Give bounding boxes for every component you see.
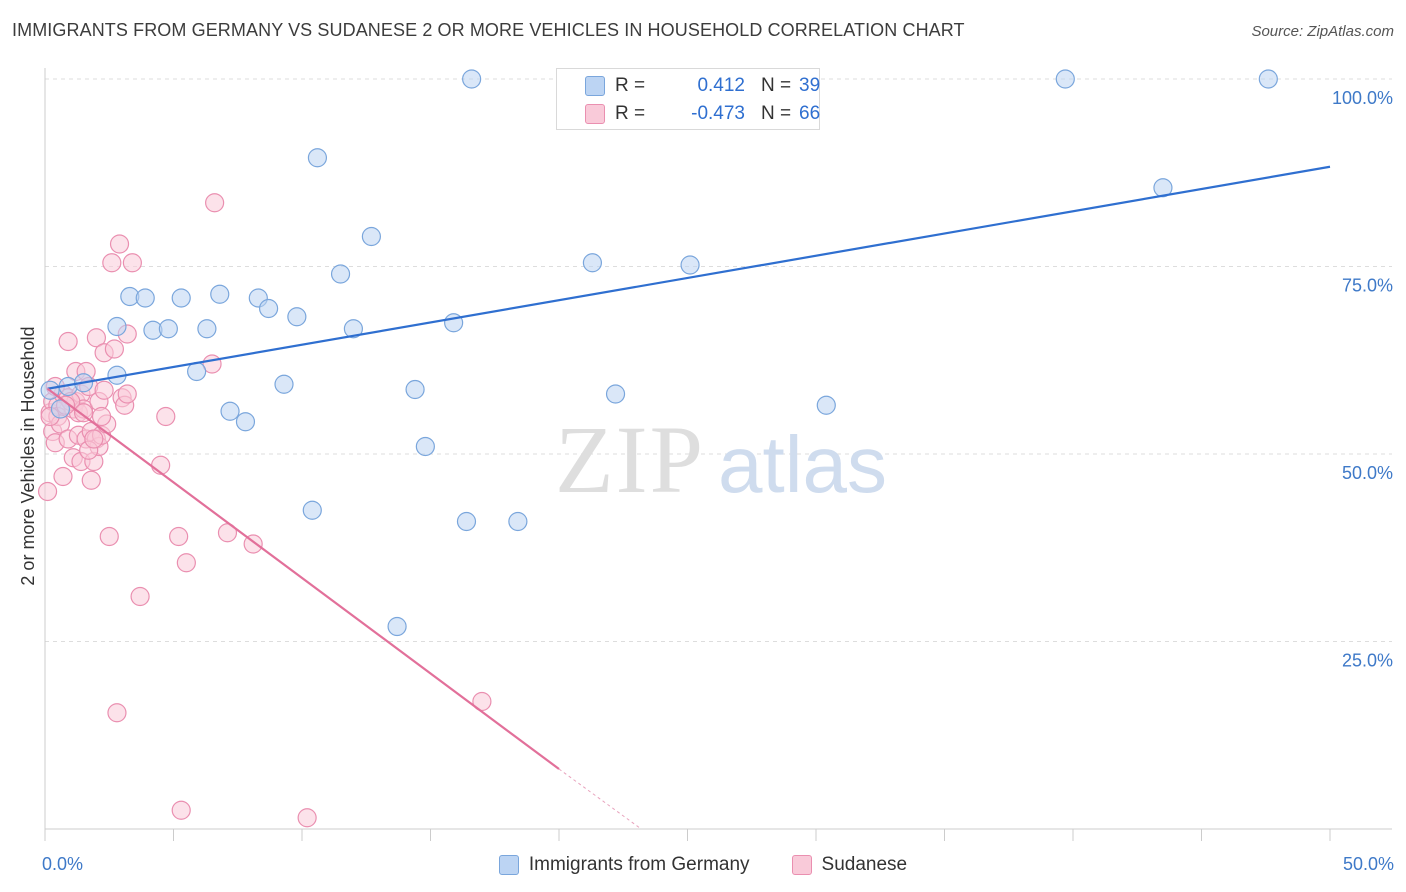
germany-point [330, 264, 351, 284]
germany-point [456, 511, 477, 532]
sudanese-point [130, 586, 150, 607]
germany-point [680, 255, 700, 275]
y-tick-label: 75.0% [1342, 276, 1393, 296]
germany-point [210, 284, 230, 304]
r-label: R = [615, 75, 646, 96]
germany-point [258, 298, 279, 319]
watermark-atlas: atlas [718, 420, 887, 509]
grid-lines [45, 78, 1392, 642]
sudanese-point [58, 331, 78, 352]
germany-trend-line [47, 165, 1331, 390]
n-label: N = [761, 75, 792, 96]
sudanese-point [37, 481, 58, 502]
germany-r-value: 0.412 [697, 75, 745, 96]
sudanese-point [205, 193, 225, 213]
sudanese-trend-extension [558, 768, 642, 830]
germany-point [361, 226, 381, 247]
sudanese-point [297, 808, 317, 828]
germany-point [287, 307, 307, 327]
sudanese-n-value: 66 [799, 103, 821, 124]
germany-point [307, 148, 328, 168]
sudanese-point [156, 406, 176, 427]
germany-point [220, 401, 240, 421]
sudanese-point [102, 253, 122, 273]
germany-point [158, 319, 178, 339]
n-label: N = [761, 103, 792, 124]
sudanese-swatch [585, 104, 605, 124]
r-label: R = [615, 103, 646, 124]
legend-item-sudanese[interactable]: Sudanese [791, 854, 908, 876]
trend-lines [46, 165, 1331, 830]
watermark: ZIP atlas [555, 406, 887, 513]
sudanese-point [81, 470, 101, 490]
y-tick-label: 25.0% [1342, 651, 1393, 671]
germany-swatch [585, 76, 605, 96]
germany-point [302, 500, 322, 520]
germany-point [415, 436, 435, 457]
germany-point [197, 319, 217, 339]
sudanese-point [99, 526, 119, 547]
germany-point [50, 399, 71, 419]
germany-point [462, 69, 482, 89]
germany-point [605, 384, 626, 404]
germany-n-value: 39 [799, 75, 821, 96]
sudanese-point [169, 526, 189, 547]
axes [44, 68, 1392, 841]
sudanese-point [117, 384, 137, 404]
stats-legend-box: R = 0.412 N = 39 R = -0.473 N = 66 [556, 68, 820, 130]
x-tick-label: 50.0% [1343, 854, 1394, 874]
source-label: Source: ZipAtlas.com [1251, 23, 1394, 40]
sudanese-point [109, 234, 130, 254]
watermark-zip: ZIP [555, 406, 705, 513]
legend-label-germany: Immigrants from Germany [528, 854, 750, 875]
germany-point [171, 288, 191, 308]
germany-point [1258, 69, 1278, 89]
germany-point [387, 616, 407, 637]
chart-title: IMMIGRANTS FROM GERMANY VS SUDANESE 2 OR… [12, 20, 965, 40]
legend-swatch-germany [498, 855, 519, 875]
germany-point [1055, 69, 1075, 89]
sudanese-point [73, 403, 94, 423]
bottom-legend: Immigrants from Germany Sudanese [0, 850, 1406, 880]
germany-point [107, 316, 127, 337]
germany-point [235, 412, 256, 432]
y-tick-label: 50.0% [1342, 463, 1393, 483]
legend-swatch-sudanese [791, 855, 812, 875]
sudanese-point [104, 339, 124, 359]
germany-point [135, 288, 155, 308]
sudanese-point [122, 253, 142, 273]
legend-label-sudanese: Sudanese [821, 854, 908, 875]
sudanese-point [91, 406, 112, 427]
germany-points [40, 69, 1278, 637]
sudanese-point [53, 466, 73, 487]
sudanese-trend-line [46, 387, 560, 770]
sudanese-point [176, 553, 196, 573]
sudanese-point [171, 800, 191, 820]
sudanese-point [84, 429, 104, 449]
germany-point [816, 395, 836, 415]
x-tick-label: 0.0% [42, 854, 83, 874]
sudanese-r-value: -0.473 [691, 103, 745, 124]
y-tick-label: 100.0% [1332, 88, 1393, 108]
sudanese-point [107, 703, 127, 723]
sudanese-points [37, 193, 492, 828]
sudanese-point [94, 380, 114, 400]
axis-ticks: 25.0% 50.0% 75.0% 100.0% 0.0% 50.0% [42, 88, 1394, 874]
germany-point [187, 361, 207, 382]
germany-point [508, 511, 528, 532]
sudanese-point [86, 328, 107, 348]
germany-point [405, 379, 425, 400]
germany-point [343, 319, 363, 339]
y-axis-label: 2 or more Vehicles in Household [18, 326, 38, 585]
legend-item-germany[interactable]: Immigrants from Germany [498, 854, 750, 876]
germany-point [274, 374, 294, 394]
germany-point [582, 253, 603, 273]
